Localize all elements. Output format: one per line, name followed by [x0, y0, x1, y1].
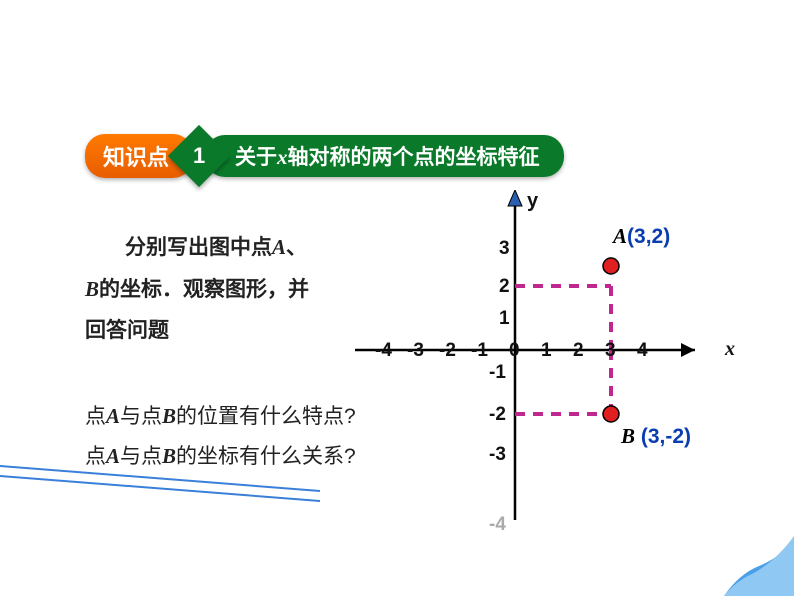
point-B [603, 406, 619, 422]
x-tick-neg3: -3 [407, 340, 424, 362]
coordinate-chart: y x -4 -3 -2 -1 0 1 2 3 4 1 2 3 -1 -2 -3… [355, 190, 775, 530]
green-pre: 关于 [235, 146, 277, 169]
point-A-label: A(3,2) [613, 224, 670, 249]
x-tick-2: 2 [573, 340, 584, 362]
green-post: 轴对称的两个点的坐标特征 [288, 146, 540, 169]
pA-coord: (3,2) [627, 225, 670, 248]
y-axis-label: y [527, 190, 538, 213]
origin-label: 0 [509, 340, 520, 362]
y-tick-neg2: -2 [489, 404, 506, 426]
page-curl-icon [724, 526, 794, 596]
point-B-label: B (3,-2) [621, 424, 691, 449]
y-tick-neg4: -4 [489, 514, 506, 536]
intro-l1-post: 、 [286, 236, 307, 259]
y-tick-neg1: -1 [489, 362, 506, 384]
intro-text: 分别写出图中点A、 [125, 226, 385, 269]
orange-label: 知识点 [103, 145, 169, 170]
pA-letter: A [613, 224, 627, 248]
green-pill: 关于x轴对称的两个点的坐标特征 [205, 135, 564, 177]
y-tick-2: 2 [499, 276, 510, 298]
y-tick-1: 1 [499, 308, 510, 330]
question-1: 点A与点B的位置有什么特点? [85, 398, 356, 436]
intro-l1-pre: 分别写出图中点 [125, 236, 272, 259]
x-tick-neg1: -1 [471, 340, 488, 362]
green-var: x [277, 145, 288, 169]
intro-l2-B: B [85, 277, 99, 301]
q1-post: 的位置有什么特点? [176, 405, 356, 428]
y-tick-neg3: -3 [489, 444, 506, 466]
y-arrow [508, 190, 522, 206]
q1-mid: 与点 [120, 405, 162, 428]
decor-lines [0, 456, 320, 516]
x-tick-neg2: -2 [439, 340, 456, 362]
section-header: 知识点 1 关于x轴对称的两个点的坐标特征 [85, 135, 564, 177]
y-tick-3: 3 [499, 238, 510, 260]
intro-l2-post: 的坐标．观察图形，并 [99, 278, 309, 301]
q1-B: B [162, 404, 176, 428]
pB-letter: B [621, 424, 635, 448]
x-tick-neg4: -4 [375, 340, 392, 362]
intro-l3: 回答问题 [85, 319, 169, 342]
intro-l1-A: A [272, 235, 286, 259]
section-number: 1 [193, 143, 205, 169]
intro-line2: B的坐标．观察图形，并 [85, 268, 395, 311]
x-tick-3: 3 [605, 340, 616, 362]
x-axis-label: x [725, 338, 735, 361]
point-A [603, 258, 619, 274]
x-arrow [681, 343, 695, 357]
x-tick-1: 1 [541, 340, 552, 362]
pB-coord: (3,-2) [641, 425, 691, 448]
x-tick-4: 4 [637, 340, 648, 362]
q1-pre: 点 [85, 405, 106, 428]
q1-A: A [106, 404, 120, 428]
intro-line3: 回答问题 [85, 310, 169, 352]
